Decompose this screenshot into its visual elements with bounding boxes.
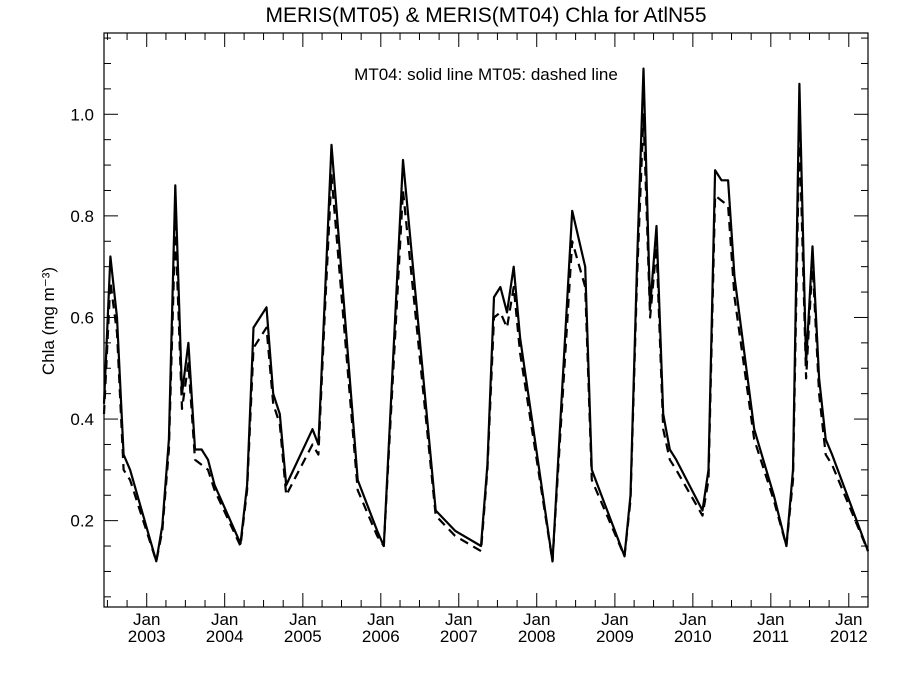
x-tick-month-label: Jan — [133, 610, 160, 629]
chart-title: MERIS(MT05) & MERIS(MT04) Chla for AtlN5… — [265, 4, 706, 27]
series-line-mt04 — [102, 67, 870, 563]
x-tick-month-label: Jan — [757, 610, 784, 629]
y-axis-label: Chla (mg m⁻³) — [39, 267, 58, 375]
x-tick-month-label: Jan — [679, 610, 706, 629]
x-tick-month-label: Jan — [601, 610, 628, 629]
series-lines — [102, 67, 870, 563]
axis-ticks: 0.20.40.60.81.0Jan2003Jan2004Jan2005Jan2… — [70, 33, 868, 646]
series-annotation: MT04: solid line MT05: dashed line — [354, 65, 618, 84]
x-tick-month-label: Jan — [835, 610, 862, 629]
x-tick-year-label: 2005 — [284, 627, 322, 646]
x-tick-month-label: Jan — [523, 610, 550, 629]
y-tick-label: 0.6 — [70, 308, 94, 327]
x-tick-month-label: Jan — [289, 610, 316, 629]
y-tick-label: 1.0 — [70, 105, 94, 124]
y-tick-label: 0.8 — [70, 207, 94, 226]
x-tick-year-label: 2009 — [596, 627, 634, 646]
plot-frame — [103, 32, 869, 608]
x-tick-year-label: 2012 — [830, 627, 868, 646]
series-line-mt05 — [102, 113, 870, 563]
y-tick-label: 0.2 — [70, 512, 94, 531]
x-tick-month-label: Jan — [445, 610, 472, 629]
x-tick-year-label: 2010 — [674, 627, 712, 646]
x-tick-month-label: Jan — [367, 610, 394, 629]
x-tick-year-label: 2004 — [206, 627, 244, 646]
x-tick-month-label: Jan — [211, 610, 238, 629]
x-tick-year-label: 2007 — [440, 627, 478, 646]
x-tick-year-label: 2006 — [362, 627, 400, 646]
x-tick-year-label: 2011 — [753, 627, 790, 646]
y-tick-label: 0.4 — [70, 410, 94, 429]
x-tick-year-label: 2003 — [128, 627, 166, 646]
x-tick-year-label: 2008 — [518, 627, 556, 646]
